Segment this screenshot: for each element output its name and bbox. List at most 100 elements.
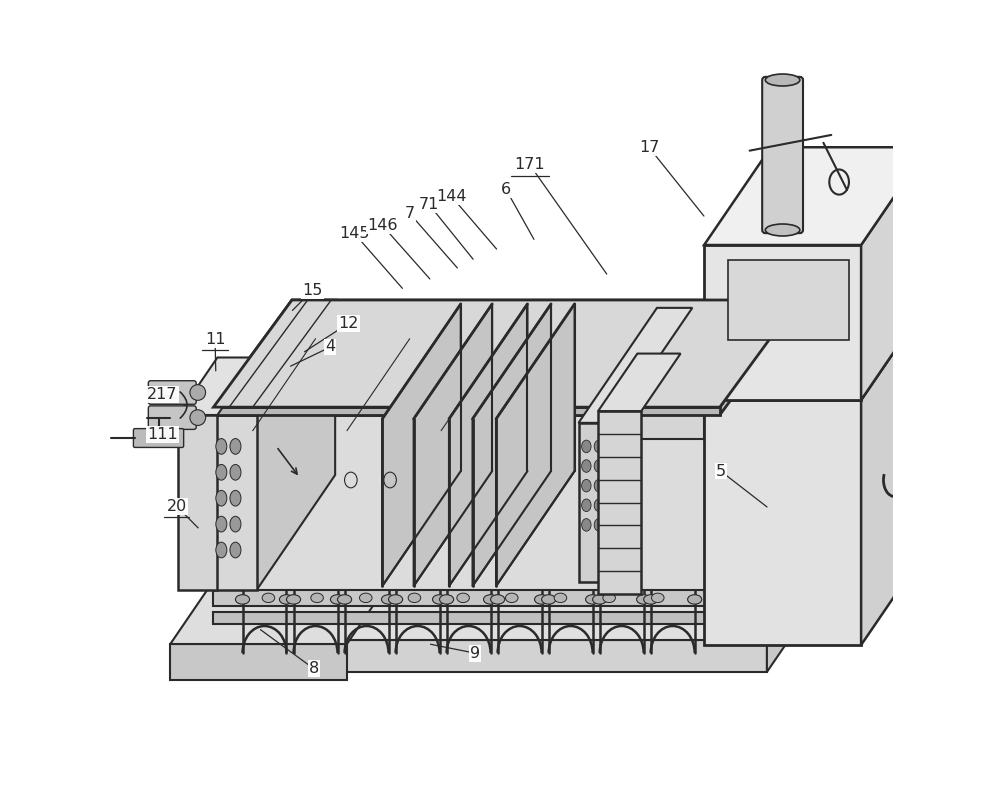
Ellipse shape [279,595,294,604]
FancyBboxPatch shape [148,381,196,404]
Polygon shape [414,304,492,586]
Ellipse shape [644,595,658,604]
Text: 11: 11 [205,331,225,347]
Polygon shape [213,590,720,606]
Polygon shape [213,300,798,415]
Ellipse shape [216,465,227,480]
Ellipse shape [582,519,591,531]
FancyBboxPatch shape [133,429,184,447]
Ellipse shape [216,517,227,532]
Polygon shape [213,525,845,640]
Polygon shape [728,260,849,340]
Ellipse shape [484,595,498,604]
Ellipse shape [491,595,505,604]
Ellipse shape [594,499,604,512]
Ellipse shape [603,593,615,603]
Polygon shape [610,302,771,400]
Ellipse shape [652,593,664,603]
FancyBboxPatch shape [762,77,803,233]
Text: 71: 71 [419,197,440,213]
Ellipse shape [542,595,556,604]
Ellipse shape [230,517,241,532]
Polygon shape [598,411,641,594]
Polygon shape [292,300,798,316]
Ellipse shape [554,593,567,603]
Polygon shape [178,357,257,415]
Text: 12: 12 [338,316,359,331]
Ellipse shape [389,595,403,604]
Polygon shape [598,353,681,411]
Polygon shape [496,304,575,586]
Ellipse shape [216,542,227,558]
Text: 146: 146 [367,217,398,233]
Polygon shape [861,148,928,400]
Ellipse shape [235,595,250,604]
Text: 144: 144 [436,188,467,204]
Ellipse shape [688,595,702,604]
Ellipse shape [216,439,227,455]
Ellipse shape [338,595,352,604]
Ellipse shape [594,440,604,453]
Polygon shape [213,300,335,415]
Polygon shape [213,300,798,407]
Polygon shape [704,400,861,645]
Ellipse shape [190,385,206,400]
Ellipse shape [432,595,447,604]
Text: 111: 111 [147,426,178,442]
Polygon shape [861,302,928,645]
Text: 4: 4 [325,339,336,355]
Ellipse shape [505,593,518,603]
FancyBboxPatch shape [148,406,196,429]
Polygon shape [473,304,551,586]
Ellipse shape [230,542,241,558]
Ellipse shape [216,491,227,506]
Ellipse shape [230,491,241,506]
Ellipse shape [535,595,549,604]
Polygon shape [170,564,402,644]
Polygon shape [257,300,335,590]
Ellipse shape [594,460,604,473]
Polygon shape [720,300,798,415]
Ellipse shape [286,595,301,604]
Polygon shape [704,302,928,400]
Ellipse shape [230,465,241,480]
Polygon shape [213,407,720,415]
Polygon shape [292,300,798,308]
Ellipse shape [593,595,607,604]
Polygon shape [704,245,861,400]
Text: 171: 171 [515,157,545,173]
Ellipse shape [440,595,454,604]
Ellipse shape [582,499,591,512]
Ellipse shape [311,593,323,603]
Ellipse shape [765,224,800,236]
Ellipse shape [582,440,591,453]
Polygon shape [213,373,743,407]
Text: 15: 15 [302,283,323,298]
Polygon shape [213,415,720,590]
Polygon shape [578,423,614,582]
Ellipse shape [637,595,651,604]
Ellipse shape [582,480,591,492]
Ellipse shape [582,460,591,473]
Polygon shape [578,308,692,423]
Text: 6: 6 [501,182,511,198]
Ellipse shape [359,593,372,603]
Polygon shape [213,479,798,594]
Polygon shape [449,304,527,586]
Polygon shape [767,525,845,672]
Text: 8: 8 [309,661,319,677]
Text: 9: 9 [470,645,480,661]
Text: 145: 145 [340,226,370,242]
Polygon shape [178,415,217,590]
Ellipse shape [190,410,206,425]
Ellipse shape [408,593,421,603]
Ellipse shape [586,595,600,604]
Polygon shape [213,300,292,415]
Polygon shape [170,644,347,680]
Polygon shape [213,612,720,624]
Ellipse shape [457,593,469,603]
Polygon shape [610,400,704,440]
Polygon shape [382,304,461,586]
Ellipse shape [381,595,396,604]
Ellipse shape [330,595,345,604]
